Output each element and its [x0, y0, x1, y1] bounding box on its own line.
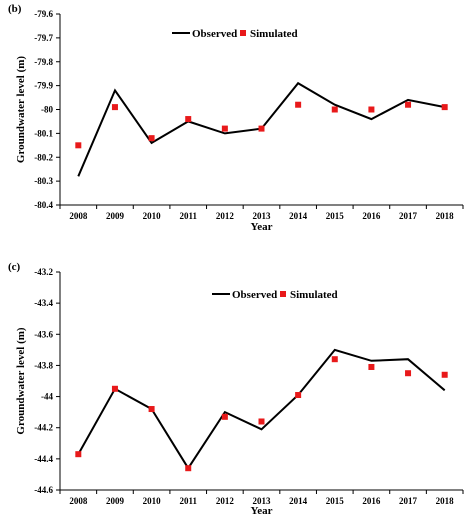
simulated-point [111, 385, 118, 392]
x-tick-label: 2018 [436, 496, 455, 506]
y-axis-title: Groundwater level (m) [15, 56, 27, 163]
x-tick-label: 2013 [253, 496, 272, 506]
simulated-point [258, 418, 265, 425]
simulated-point [111, 104, 118, 111]
simulated-point [441, 104, 448, 111]
simulated-point [368, 106, 375, 113]
y-tick-label: -80.1 [34, 128, 53, 138]
x-tick-label: 2012 [216, 496, 235, 506]
simulated-point [405, 370, 412, 377]
simulated-point [185, 116, 192, 123]
x-tick-label: 2018 [436, 211, 455, 221]
y-tick-label: -43.4 [34, 298, 53, 308]
simulated-point [368, 363, 375, 370]
simulated-point [148, 406, 155, 413]
x-tick-label: 2013 [253, 211, 272, 221]
y-tick-label: -43.8 [34, 360, 53, 370]
simulated-point [221, 413, 228, 420]
legend-simulated-label: Simulated [290, 289, 338, 301]
legend-simulated-label: Simulated [250, 28, 298, 40]
y-tick-label: -80.2 [34, 152, 53, 162]
x-tick-label: 2011 [179, 496, 197, 506]
x-tick-label: 2012 [216, 211, 235, 221]
panel-label: (b) [8, 3, 22, 15]
simulated-point [441, 371, 448, 378]
chart-panel-b: (b) -79.6 -79.7 -79.8 -79.9 -80 -80.1 -80.2 -80.… [8, 3, 464, 233]
x-tick-label: 2014 [289, 496, 308, 506]
y-tick-label: -79.9 [34, 81, 53, 91]
y-tick-label: -79.6 [34, 9, 53, 19]
y-tick-label: -43.6 [34, 329, 53, 339]
x-tick-label: 2010 [143, 211, 162, 221]
x-tick-label: 2016 [362, 496, 381, 506]
x-tick-label: 2008 [69, 211, 88, 221]
x-tick-label: 2014 [289, 211, 308, 221]
x-tick-label: 2017 [399, 211, 418, 221]
simulated-point [331, 106, 338, 113]
y-tick-label: -79.8 [34, 57, 53, 67]
x-tick-label: 2008 [69, 496, 88, 506]
y-tick-label: -44.4 [34, 454, 53, 464]
observed-series-line [77, 348, 446, 471]
y-tick-label: -44 [41, 392, 53, 402]
legend-simulated-swatch [280, 291, 286, 297]
simulated-point [148, 135, 155, 142]
simulated-point [258, 125, 265, 132]
y-tick-label: -43.2 [34, 267, 53, 277]
simulated-point [405, 101, 412, 108]
x-tick-label: 2009 [106, 496, 125, 506]
simulated-point [185, 465, 192, 472]
x-tick-label: 2009 [106, 211, 125, 221]
y-tick-label: -80.3 [34, 176, 53, 186]
simulated-point [331, 356, 338, 363]
x-tick-label: 2016 [362, 211, 381, 221]
y-tick-label: -79.7 [34, 33, 53, 43]
y-tick-label: -80 [41, 105, 53, 115]
x-axis-title: Year [251, 221, 273, 233]
y-tick-label: -44.2 [34, 423, 53, 433]
simulated-point [295, 392, 302, 399]
x-tick-label: 2015 [326, 211, 345, 221]
simulated-point [75, 451, 82, 458]
x-tick-label: 2011 [179, 211, 197, 221]
simulated-point [295, 101, 302, 108]
legend-simulated-swatch [240, 30, 246, 36]
y-tick-label: -44.6 [34, 485, 53, 495]
x-axis-title: Year [251, 505, 273, 517]
x-tick-label: 2015 [326, 496, 345, 506]
y-axis-title: Groundwater level (m) [15, 327, 27, 434]
x-tick-label: 2017 [399, 496, 418, 506]
y-tick-label: -80.4 [34, 200, 53, 210]
legend-observed-label: Observed [192, 28, 237, 40]
simulated-point [75, 142, 82, 149]
legend: Observed Simulated [212, 289, 338, 301]
legend: Observed Simulated [172, 28, 298, 40]
chart-panel-c: (c) -43.2 -43.4 -43.6 -43.8 -44 -44.2 -44.4 -44.… [8, 261, 464, 517]
panel-label: (c) [8, 261, 21, 273]
legend-observed-label: Observed [232, 289, 277, 301]
x-tick-label: 2010 [143, 496, 162, 506]
simulated-point [221, 125, 228, 132]
